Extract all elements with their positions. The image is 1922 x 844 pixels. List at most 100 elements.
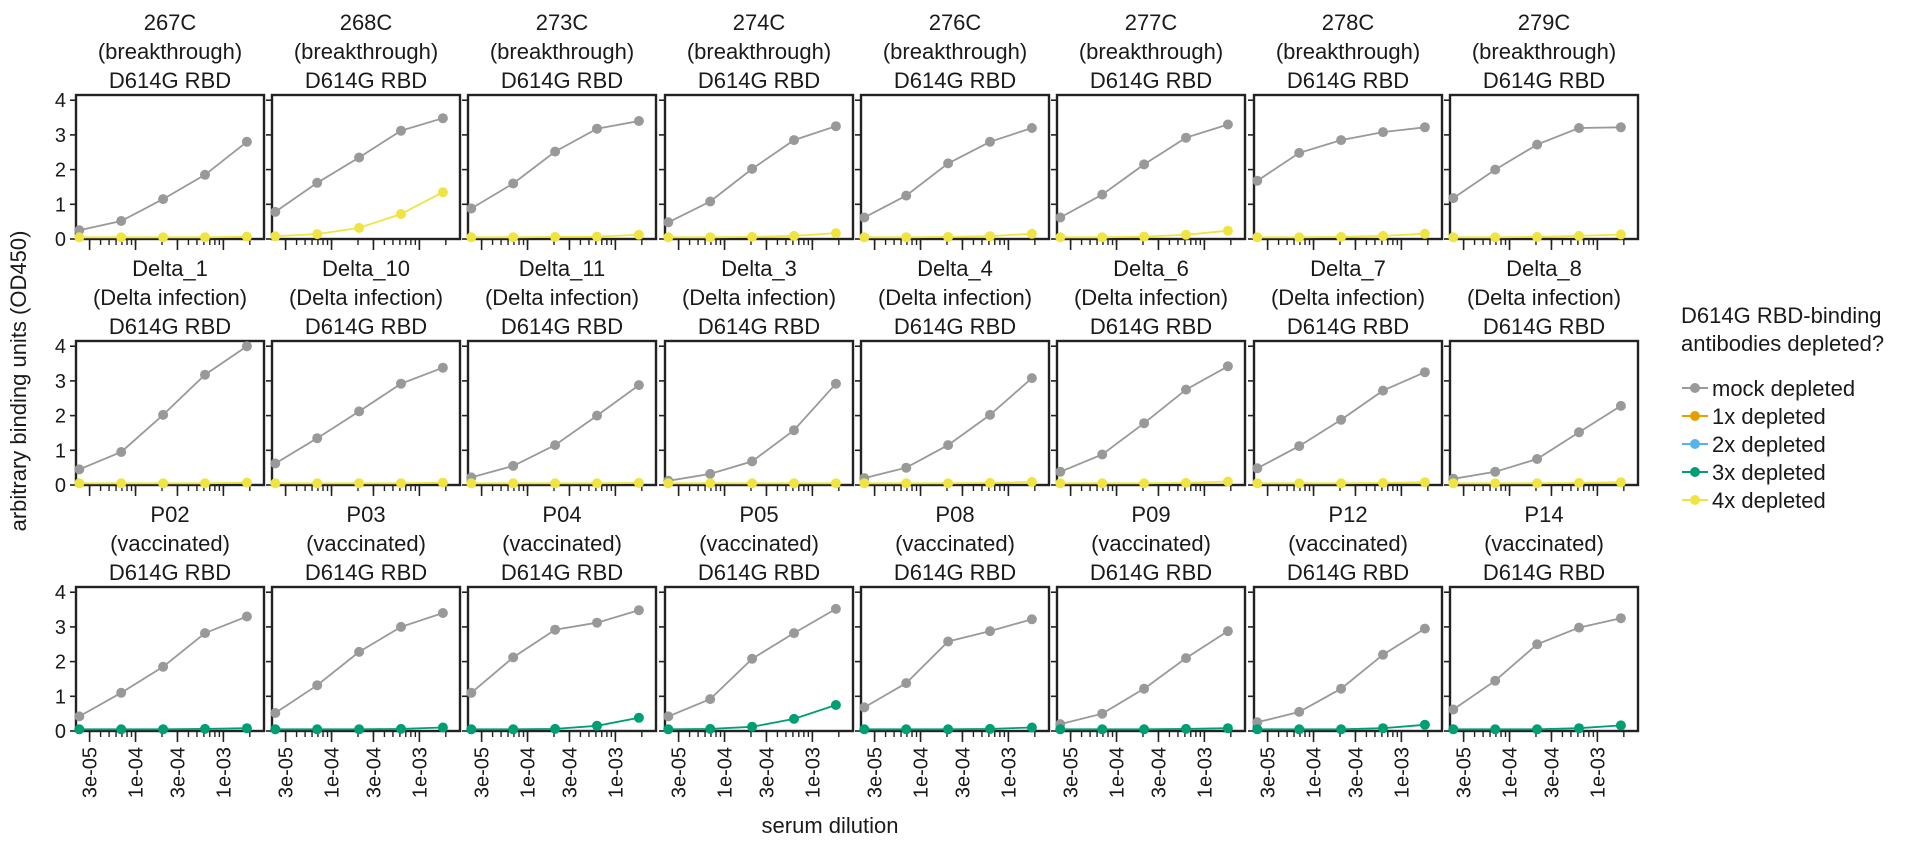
x-tick-label: 3e-04: [1148, 747, 1170, 798]
data-point-mock-depleted: [116, 447, 127, 457]
panel-p14: P14 (vaccinated) D614G RBD 3e-05 1e-04 3e-04 1…: [1444, 502, 1640, 798]
series-line-mock-depleted: [863, 127, 1033, 219]
data-point-4x-depleted: [859, 232, 870, 243]
data-point-4x-depleted: [633, 477, 644, 488]
panel-title-line: D614G RBD: [1090, 314, 1212, 339]
panel-title-line: D614G RBD: [501, 314, 623, 339]
data-point-4x-depleted: [901, 478, 912, 489]
panel-title-line: (vaccinated): [110, 531, 230, 556]
data-point-4x-depleted: [1055, 478, 1066, 489]
data-point-3x-depleted: [943, 724, 954, 735]
data-point-mock-depleted: [747, 456, 758, 467]
data-point-mock-depleted: [1574, 123, 1584, 133]
panel-title-line: 274C: [733, 10, 786, 35]
panel-p12: P12 (vaccinated) D614G RBD 3e-05 1e-04 3e-04 1…: [1248, 502, 1444, 798]
data-point-mock-depleted: [1139, 683, 1150, 694]
x-tick-label: 3e-05: [1454, 747, 1476, 798]
data-point-3x-depleted: [1139, 724, 1150, 735]
data-point-mock-depleted: [1532, 639, 1543, 650]
panel-title-line: (breakthrough): [1276, 39, 1420, 64]
data-point-mock-depleted: [985, 409, 995, 420]
data-point-3x-depleted: [270, 724, 281, 735]
series-line-mock-depleted: [864, 377, 1033, 479]
data-point-3x-depleted: [1378, 723, 1388, 734]
panel-title-line: (breakthrough): [883, 39, 1027, 64]
data-point-mock-depleted: [985, 626, 995, 637]
data-point-3x-depleted: [592, 720, 602, 731]
data-point-mock-depleted: [508, 652, 519, 663]
data-point-mock-depleted: [270, 458, 281, 469]
data-point-4x-depleted: [943, 478, 954, 489]
data-point-3x-depleted: [550, 723, 561, 734]
series-line-mock-depleted: [470, 609, 640, 694]
data-point-4x-depleted: [1574, 230, 1584, 241]
data-point-mock-depleted: [830, 603, 841, 614]
data-point-mock-depleted: [158, 409, 169, 420]
x-tick-label: 1e-03: [802, 747, 824, 798]
panel-title-line: D614G RBD: [698, 560, 820, 585]
data-point-3x-depleted: [1615, 720, 1626, 731]
data-point-4x-depleted: [789, 478, 799, 489]
data-point-mock-depleted: [1448, 193, 1459, 204]
data-point-mock-depleted: [1294, 706, 1305, 717]
x-tick-label: 1e-03: [1194, 747, 1216, 798]
panel-title-line: P09: [1131, 502, 1170, 527]
legend-swatch-marker: [1690, 439, 1700, 449]
data-point-mock-depleted: [663, 711, 674, 722]
data-point-4x-depleted: [1490, 232, 1501, 243]
data-point-mock-depleted: [1615, 400, 1626, 411]
panel-title-line: D614G RBD: [305, 68, 427, 93]
series-line-mock-depleted: [78, 345, 248, 471]
panel-title-line: (Delta infection): [485, 285, 639, 310]
panel-frame: [663, 339, 855, 487]
panel-276c: 276C (breakthrough) D614G RBD: [855, 10, 1051, 250]
y-tick-label: 0: [55, 475, 66, 497]
data-point-mock-depleted: [312, 433, 323, 444]
x-tick-label: 1e-03: [605, 747, 627, 798]
panel-title-line: D614G RBD: [894, 560, 1016, 585]
panel-title-line: D614G RBD: [501, 68, 623, 93]
data-point-4x-depleted: [1055, 232, 1066, 243]
data-point-mock-depleted: [466, 203, 477, 214]
data-point-mock-depleted: [74, 464, 85, 475]
data-point-3x-depleted: [663, 724, 674, 735]
panel-title-line: Delta_8: [1506, 256, 1582, 281]
panel-p04: P04 (vaccinated) D614G RBD 3e-05 1e-04 3e-04 1…: [462, 502, 658, 798]
data-point-mock-depleted: [592, 123, 602, 134]
panel-title-line: P03: [346, 502, 385, 527]
data-point-mock-depleted: [830, 378, 841, 389]
x-tick-label: 1e-03: [409, 747, 431, 798]
data-point-mock-depleted: [241, 136, 252, 147]
legend-swatch-marker: [1690, 495, 1700, 505]
panel-title-line: 278C: [1322, 10, 1375, 35]
panel-title-line: P14: [1524, 502, 1563, 527]
legend-entry-mock-depleted: mock depleted: [1682, 376, 1855, 401]
panel-274c: 274C (breakthrough) D614G RBD: [659, 10, 855, 250]
panel-title-line: P04: [542, 502, 581, 527]
panel-frame: [74, 585, 266, 733]
data-point-4x-depleted: [508, 478, 519, 489]
data-point-4x-depleted: [270, 478, 281, 489]
data-point-4x-depleted: [312, 478, 323, 489]
data-point-4x-depleted: [1222, 476, 1233, 487]
data-point-4x-depleted: [1419, 228, 1430, 239]
panel-title-line: 273C: [536, 10, 589, 35]
data-point-mock-depleted: [396, 378, 406, 389]
panel-p03: P03 (vaccinated) D614G RBD 3e-05 1e-04 3e-04 1…: [266, 502, 462, 798]
data-point-4x-depleted: [663, 232, 674, 243]
data-point-mock-depleted: [1615, 613, 1626, 624]
x-tick-label: 1e-03: [1391, 747, 1413, 798]
data-point-4x-depleted: [592, 478, 602, 489]
x-tick-label: 3e-05: [669, 747, 691, 798]
data-point-mock-depleted: [789, 628, 799, 639]
panel-268c: 268C (breakthrough) D614G RBD: [266, 10, 462, 250]
data-point-mock-depleted: [1222, 361, 1233, 372]
data-point-4x-depleted: [901, 232, 912, 243]
data-point-mock-depleted: [663, 217, 674, 228]
data-point-3x-depleted: [1448, 724, 1459, 735]
x-tick-label: 3e-05: [1258, 747, 1280, 798]
panel-title-line: D614G RBD: [1287, 314, 1409, 339]
data-point-mock-depleted: [200, 169, 210, 180]
panel-title-line: (vaccinated): [1484, 531, 1604, 556]
